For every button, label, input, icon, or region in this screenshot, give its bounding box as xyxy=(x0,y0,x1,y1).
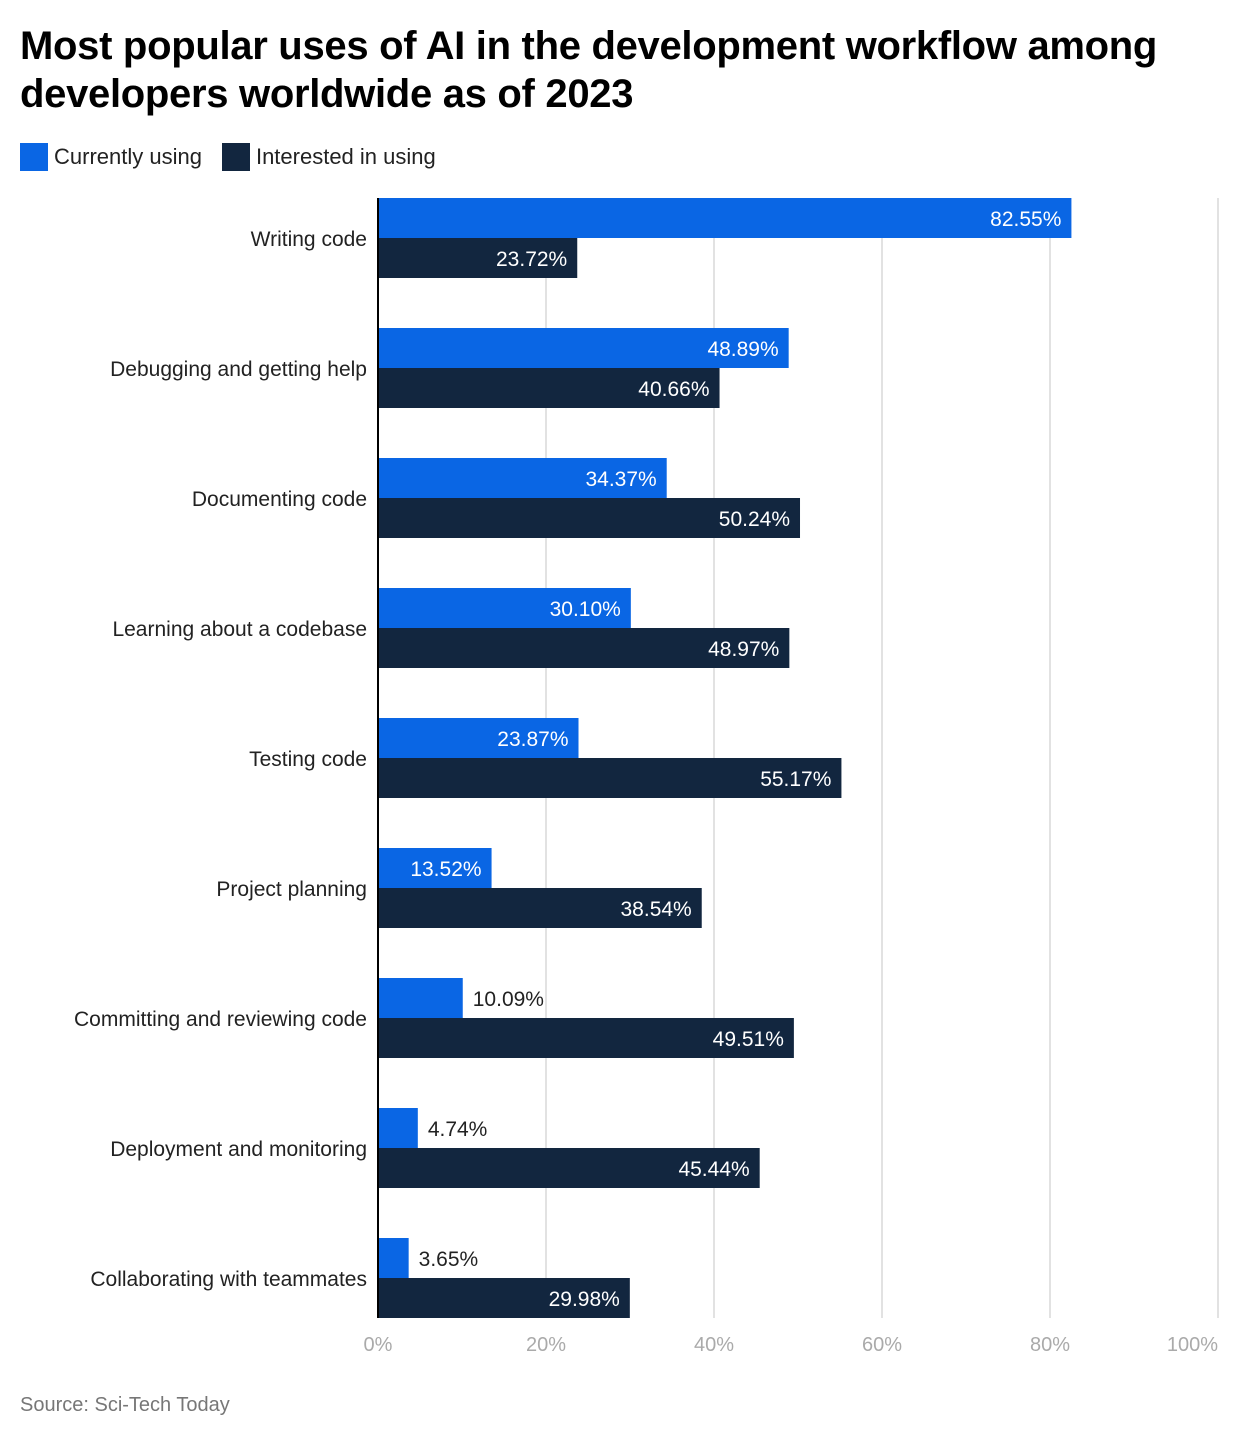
bar xyxy=(378,1278,630,1318)
data-label: 34.37% xyxy=(585,468,656,491)
bar xyxy=(378,588,631,628)
category-label: Writing code xyxy=(251,228,367,251)
legend-swatch-interested-in-using xyxy=(221,143,250,171)
x-tick-label: 0% xyxy=(364,1334,393,1356)
bar xyxy=(378,978,463,1018)
data-label: 48.89% xyxy=(707,338,778,361)
data-label: 4.74% xyxy=(428,1118,488,1141)
data-label: 10.09% xyxy=(473,988,544,1011)
bar xyxy=(378,1018,794,1058)
bar xyxy=(378,1238,409,1278)
bar xyxy=(378,628,790,668)
data-label: 50.24% xyxy=(719,508,790,531)
x-tick-label: 20% xyxy=(526,1334,566,1356)
category-label: Testing code xyxy=(249,748,367,771)
data-label: 48.97% xyxy=(708,638,779,661)
legend-swatch-currently-using xyxy=(20,143,48,171)
bar xyxy=(378,498,801,538)
data-label: 3.65% xyxy=(419,1248,479,1271)
chart-title: Most popular uses of AI in the developme… xyxy=(20,24,1158,116)
source-note: Source: Sci-Tech Today xyxy=(20,1394,230,1416)
category-label: Collaborating with teammates xyxy=(90,1268,367,1291)
bar xyxy=(378,1108,418,1148)
data-label: 40.66% xyxy=(638,378,709,401)
legend-item-interested-in-using: Interested in using xyxy=(221,143,436,171)
bar xyxy=(378,458,667,498)
data-label: 23.72% xyxy=(496,248,567,271)
data-label: 38.54% xyxy=(621,898,692,921)
bar xyxy=(378,198,1072,238)
category-label: Project planning xyxy=(216,878,367,901)
x-tick-label: 100% xyxy=(1167,1334,1218,1356)
bar xyxy=(378,238,578,278)
bar xyxy=(378,848,492,888)
category-label: Debugging and getting help xyxy=(110,358,367,381)
data-label: 30.10% xyxy=(550,598,621,621)
bar xyxy=(378,1148,760,1188)
bar xyxy=(378,718,579,758)
legend: Currently using Interested in using xyxy=(20,143,456,171)
data-label: 23.87% xyxy=(497,728,568,751)
data-label: 49.51% xyxy=(713,1028,784,1051)
bar xyxy=(378,888,702,928)
data-label: 55.17% xyxy=(760,768,831,791)
category-label: Documenting code xyxy=(192,488,367,511)
x-tick-label: 80% xyxy=(1030,1334,1070,1356)
legend-label: Interested in using xyxy=(255,144,436,169)
legend-item-currently-using: Currently using xyxy=(20,143,202,171)
category-label: Committing and reviewing code xyxy=(74,1008,367,1031)
data-label: 45.44% xyxy=(678,1158,749,1181)
category-label: Deployment and monitoring xyxy=(110,1138,367,1161)
data-label: 29.98% xyxy=(549,1288,620,1311)
category-label: Learning about a codebase xyxy=(112,618,367,641)
legend-label: Currently using xyxy=(54,144,202,169)
data-label: 82.55% xyxy=(990,208,1061,231)
data-label: 13.52% xyxy=(410,858,481,881)
x-tick-label: 60% xyxy=(862,1334,902,1356)
bar xyxy=(378,368,720,408)
x-tick-label: 40% xyxy=(694,1334,734,1356)
bar xyxy=(378,758,842,798)
bar xyxy=(378,328,789,368)
